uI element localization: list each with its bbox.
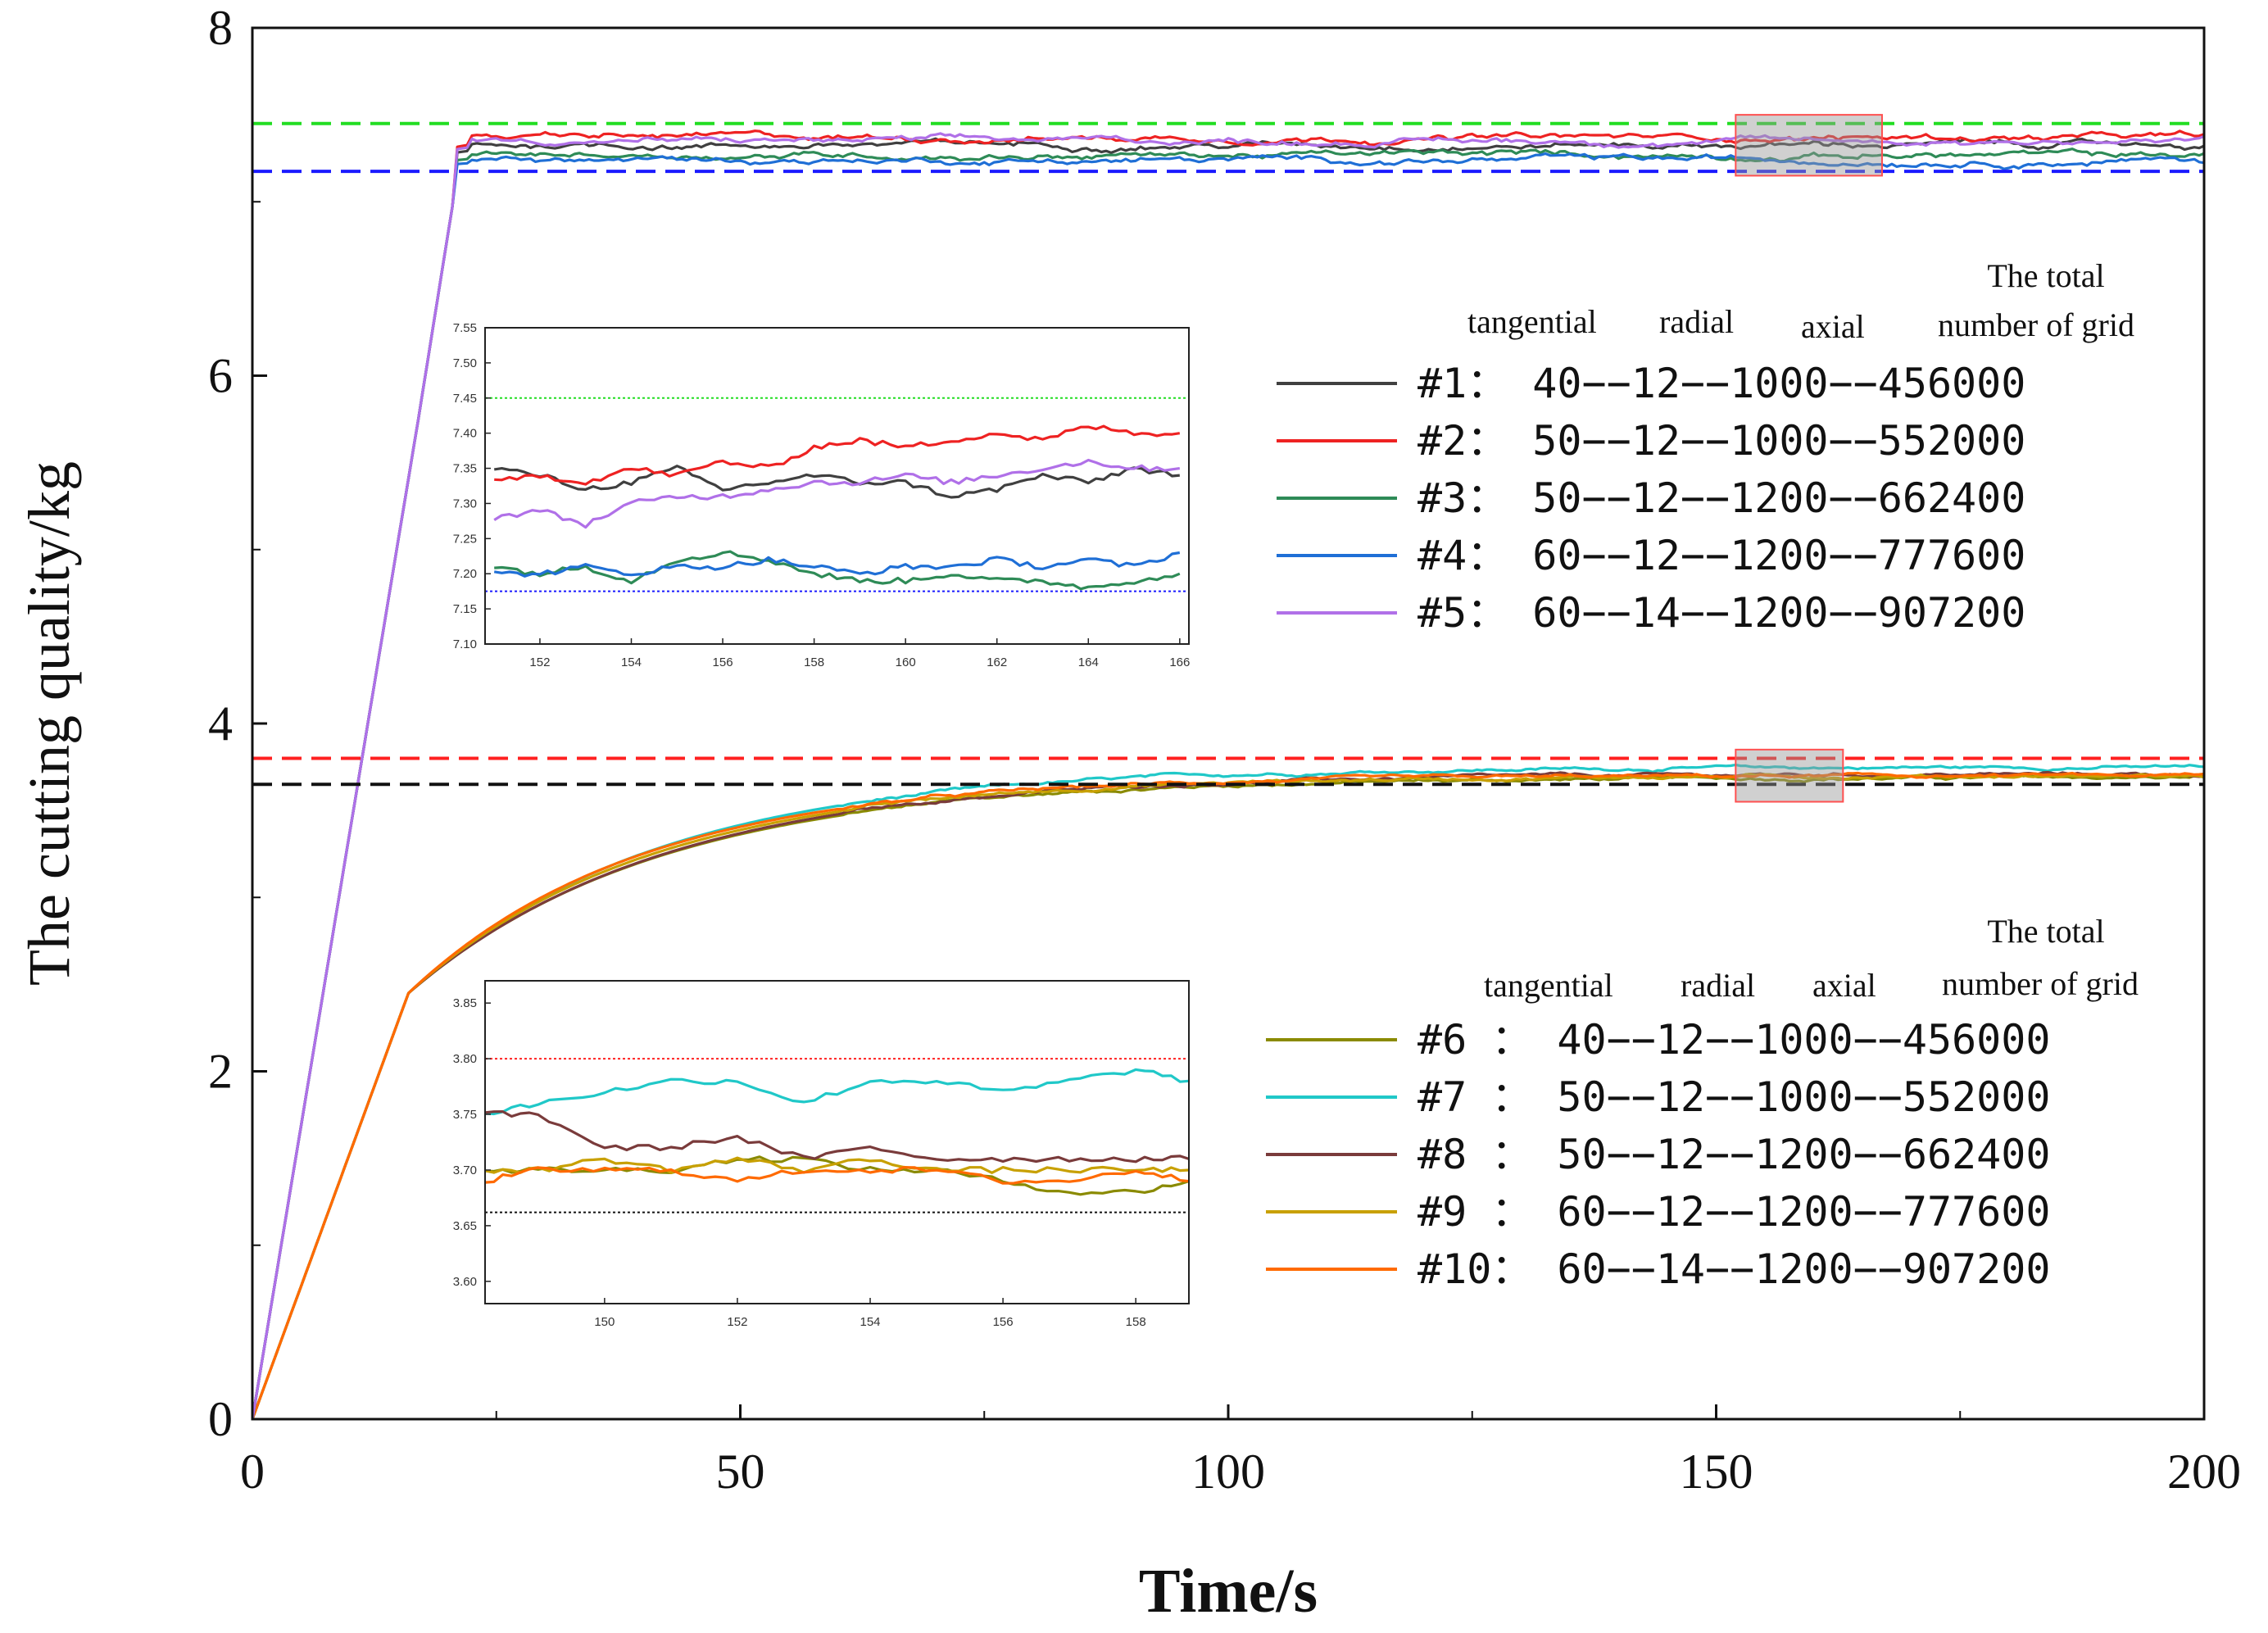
inset-x-tick-label: 162 (987, 655, 1007, 669)
main-axes: 0 50 100 150 200 0 2 4 6 8 (208, 1, 2241, 1499)
legend-label-s10: #10： 60−−14−−1200−−907200 (1418, 1245, 2050, 1293)
series-line-s3 (252, 147, 2204, 1419)
inset-plot-area (485, 1058, 1189, 1213)
inset-y-tick-label: 3.65 (453, 1219, 477, 1233)
x-tick-label: 150 (1680, 1445, 1753, 1499)
inset-y-tick-label: 7.10 (453, 637, 477, 651)
series-line-s5 (252, 132, 2204, 1419)
inset-x-tick-label: 156 (713, 655, 733, 669)
x-axis-title: Time/s (1139, 1557, 1318, 1626)
legend-label-s3: #3： 50−−12−−1200−−662400 (1418, 474, 2025, 522)
legend-upper-header-grid: number of grid (1938, 306, 2134, 343)
inset-y-tick-label: 7.55 (453, 321, 477, 335)
inset-x-tick-label: 166 (1169, 655, 1190, 669)
legend-lower-header-axial: axial (1812, 967, 1876, 1004)
y-tick-label: 2 (208, 1045, 233, 1099)
inset-y-tick-label: 7.30 (453, 497, 477, 510)
inset-series-s10 (485, 1166, 1189, 1185)
legend-label-s5: #5： 60−−14−−1200−−907200 (1418, 589, 2025, 637)
inset-frame (484, 980, 1190, 1304)
legend-label-s7: #7 ： 50−−12−−1000−−552000 (1418, 1073, 2050, 1121)
inset-y-tick-label: 3.70 (453, 1164, 477, 1177)
x-tick-label: 50 (716, 1445, 765, 1499)
y-tick-label: 8 (208, 1, 233, 55)
inset-x-tick-label: 156 (993, 1315, 1014, 1329)
inset-y-tick-label: 3.60 (453, 1275, 477, 1289)
inset-series-s8 (485, 1109, 1189, 1164)
inset-x-tick-label: 152 (727, 1315, 747, 1329)
inset-plot-area (485, 397, 1189, 592)
inset-x-tick-label: 152 (529, 655, 550, 669)
x-tick-label: 200 (2167, 1445, 2241, 1499)
x-tick-label: 0 (240, 1445, 265, 1499)
inset-series-s9 (485, 1156, 1189, 1174)
zoom-box-2 (1735, 748, 1844, 803)
legend-label-s9: #9 ： 60−−12−−1200−−777600 (1418, 1188, 2050, 1236)
y-tick-label: 6 (208, 349, 233, 403)
inset-y-tick-label: 7.45 (453, 392, 477, 406)
x-tick-label: 100 (1191, 1445, 1265, 1499)
inset-upper: 152 154 156 158 160 162 164 166 7.10 7.15 7.20 7.25… (453, 321, 1191, 669)
inset-x-tick-label: 154 (860, 1315, 881, 1329)
legend-lower-header-tangential: tangential (1484, 967, 1613, 1004)
inset-y-tick-label: 3.85 (453, 996, 477, 1010)
inset-x-tick-label: 150 (594, 1315, 615, 1329)
legend-lower-entries: #6 ： 40−−12−−1000−−456000 #7 ： 50−−12−−10… (1266, 1016, 2050, 1293)
inset-y-tick-label: 7.40 (453, 427, 477, 441)
series-line-s2 (252, 129, 2204, 1419)
legend-label-s8: #8 ： 50−−12−−1200−−662400 (1418, 1131, 2050, 1178)
main-reference-lines (252, 121, 2204, 787)
inset-frame (484, 327, 1190, 645)
legend-upper-header-total: The total (1987, 257, 2104, 294)
inset-y-tick-label: 7.50 (453, 356, 477, 370)
inset-x-tick-label: 160 (896, 655, 916, 669)
inset-frame-bg (484, 327, 1190, 645)
inset-series-s1 (493, 465, 1180, 499)
legend-upper: tangential radial axial The total number… (1277, 257, 2134, 637)
series-line-s4 (252, 152, 2204, 1419)
legend-label-s1: #1： 40−−12−−1000−−456000 (1418, 360, 2025, 407)
legend-lower-header-radial: radial (1681, 967, 1755, 1004)
inset-y-tick-label: 3.75 (453, 1108, 477, 1122)
y-tick-label: 4 (208, 696, 233, 751)
inset-frame-bg (484, 980, 1190, 1304)
inset-series-s2 (494, 424, 1181, 486)
inset-x-tick-label: 164 (1078, 655, 1099, 669)
inset-series-s5 (493, 458, 1181, 529)
legend-lower-header-grid: number of grid (1942, 965, 2139, 1002)
legend-upper-header-tangential: tangential (1467, 303, 1597, 340)
inset-x-tick-label: 154 (621, 655, 642, 669)
inset-y-tick-label: 7.15 (453, 602, 477, 616)
legend-upper-entries: #1： 40−−12−−1000−−456000 #2： 50−−12−−1000… (1277, 360, 2025, 637)
legend-lower-header-total: The total (1987, 913, 2104, 950)
y-axis-title: The cutting quality/kg (16, 461, 82, 986)
inset-x-tick-label: 158 (1126, 1315, 1146, 1329)
inset-y-tick-label: 7.35 (453, 462, 477, 476)
inset-lower: 150 152 154 156 158 3.60 3.65 3.70 3.75 3.80 3.85 (453, 980, 1190, 1329)
zoom-box-1 (1735, 114, 1883, 177)
inset-series-s4 (493, 551, 1181, 578)
zoom-region-boxes (1735, 114, 1883, 803)
legend-label-s6: #6 ： 40−−12−−1000−−456000 (1418, 1016, 2050, 1064)
inset-series-s7 (485, 1068, 1189, 1116)
inset-y-tick-label: 7.20 (453, 567, 477, 581)
legend-upper-header-axial: axial (1801, 308, 1865, 345)
inset-x-tick-label: 158 (804, 655, 824, 669)
legend-upper-header-radial: radial (1659, 303, 1734, 340)
inset-y-tick-label: 7.25 (453, 532, 477, 546)
inset-series-s3 (494, 550, 1181, 591)
y-tick-label: 0 (208, 1392, 233, 1446)
legend-lower: tangential radial axial The total number… (1266, 913, 2139, 1293)
inset-y-tick-label: 3.80 (453, 1052, 477, 1066)
legend-label-s4: #4： 60−−12−−1200−−777600 (1418, 532, 2025, 579)
legend-label-s2: #2： 50−−12−−1000−−552000 (1418, 417, 2025, 465)
